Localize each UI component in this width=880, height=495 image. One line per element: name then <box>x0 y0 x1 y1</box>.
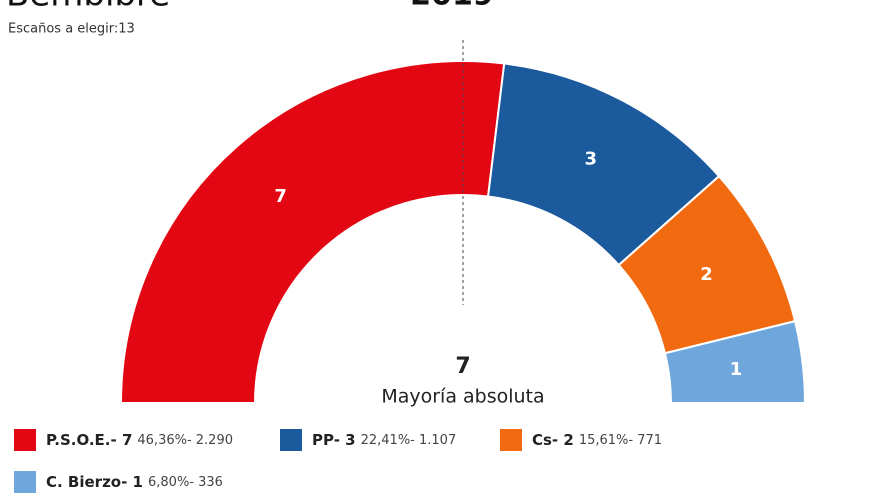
seat-segment <box>119 60 506 404</box>
segment-label: 7 <box>274 186 287 207</box>
legend-entry: P.S.O.E.- 7 46,36%- 2.290 <box>46 431 233 449</box>
legend-swatch <box>280 429 302 451</box>
seats-label: Escaños a elegir:13 <box>8 22 135 37</box>
legend-swatch <box>14 471 36 493</box>
segment-label: 3 <box>585 148 598 169</box>
legend-label: PP- 3 <box>312 431 356 449</box>
legend-entry: PP- 3 22,41%- 1.107 <box>312 431 456 449</box>
chart-title: Bembibre <box>6 0 170 15</box>
majority-value: 7 <box>455 354 470 379</box>
legend-detail: 15,61%- 771 <box>579 433 662 448</box>
segment-label: 2 <box>700 264 713 285</box>
legend-detail: 6,80%- 336 <box>148 475 223 490</box>
majority-label: Mayoría absoluta <box>381 386 544 408</box>
legend-detail: 46,36%- 2.290 <box>137 433 233 448</box>
seat-segment <box>663 319 807 404</box>
segment-label: 1 <box>730 359 743 380</box>
legend-entry: Cs- 2 15,61%- 771 <box>532 431 662 449</box>
legend-label: P.S.O.E.- 7 <box>46 431 132 449</box>
legend-label: C. Bierzo- 1 <box>46 473 143 491</box>
legend-detail: 22,41%- 1.107 <box>361 433 457 448</box>
legend-swatch <box>14 429 36 451</box>
legend-swatch <box>500 429 522 451</box>
legend-label: Cs- 2 <box>532 431 574 449</box>
legend-entry: C. Bierzo- 1 6,80%- 336 <box>46 473 223 491</box>
chart-subtitle: 2019 <box>410 0 494 13</box>
